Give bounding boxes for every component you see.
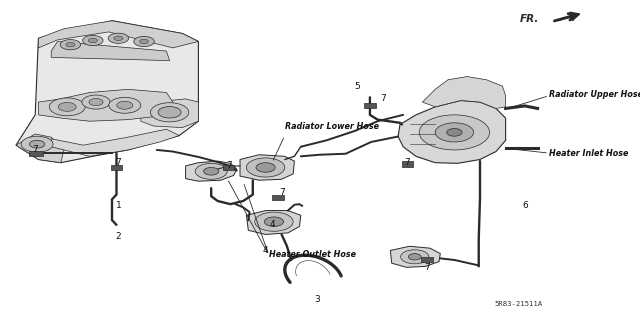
Circle shape	[256, 163, 275, 172]
Circle shape	[58, 102, 76, 111]
Bar	[29, 151, 43, 156]
Text: 5: 5	[355, 82, 360, 91]
Circle shape	[89, 99, 103, 106]
Text: 7: 7	[33, 145, 38, 154]
Circle shape	[29, 140, 45, 148]
Circle shape	[158, 107, 181, 118]
Text: 7: 7	[227, 161, 232, 170]
Circle shape	[134, 36, 154, 47]
Text: 2: 2	[116, 232, 121, 241]
Circle shape	[401, 250, 429, 264]
Circle shape	[66, 42, 75, 47]
Text: 7: 7	[425, 263, 430, 272]
Bar	[402, 161, 413, 167]
Circle shape	[109, 97, 141, 113]
Polygon shape	[38, 21, 198, 48]
Circle shape	[114, 36, 123, 41]
Text: 1: 1	[116, 201, 121, 210]
Circle shape	[21, 136, 53, 152]
Bar	[364, 103, 376, 108]
Text: 5R83-21511A: 5R83-21511A	[494, 301, 543, 307]
Circle shape	[419, 115, 490, 150]
Text: Heater Inlet Hose: Heater Inlet Hose	[549, 149, 628, 158]
Polygon shape	[51, 41, 170, 61]
Text: 7: 7	[116, 158, 121, 167]
Circle shape	[150, 103, 189, 122]
Circle shape	[435, 123, 474, 142]
Circle shape	[83, 35, 103, 46]
Circle shape	[204, 167, 219, 175]
Text: 4: 4	[263, 246, 268, 255]
Circle shape	[140, 39, 148, 44]
Text: 7: 7	[380, 94, 385, 103]
Circle shape	[88, 38, 97, 43]
Circle shape	[408, 254, 421, 260]
Polygon shape	[240, 155, 294, 180]
Text: Radiator Upper Hose: Radiator Upper Hose	[549, 90, 640, 99]
Circle shape	[82, 95, 110, 109]
Polygon shape	[141, 99, 198, 128]
Text: Radiator Lower Hose: Radiator Lower Hose	[285, 122, 379, 131]
Text: 4: 4	[269, 220, 275, 229]
Text: 7: 7	[404, 158, 410, 167]
Polygon shape	[16, 21, 198, 163]
Polygon shape	[51, 129, 179, 156]
Circle shape	[117, 101, 133, 109]
Polygon shape	[398, 100, 506, 163]
Bar	[272, 195, 284, 200]
Bar	[223, 165, 234, 170]
Circle shape	[60, 40, 81, 50]
Text: 3: 3	[314, 295, 319, 304]
Text: FR.: FR.	[520, 14, 539, 24]
Circle shape	[447, 129, 462, 136]
Circle shape	[255, 212, 293, 231]
Polygon shape	[422, 77, 506, 108]
Text: Heater Outlet Hose: Heater Outlet Hose	[269, 250, 356, 259]
Text: 7: 7	[279, 189, 284, 197]
Circle shape	[195, 163, 227, 179]
Circle shape	[264, 217, 284, 226]
Polygon shape	[246, 211, 301, 234]
Circle shape	[108, 33, 129, 43]
Bar	[111, 165, 122, 170]
Circle shape	[49, 98, 85, 116]
Polygon shape	[16, 134, 64, 163]
Polygon shape	[390, 246, 440, 267]
Polygon shape	[38, 89, 173, 121]
Text: 6: 6	[522, 201, 527, 210]
Circle shape	[246, 158, 285, 177]
Polygon shape	[186, 161, 237, 181]
Bar	[421, 257, 433, 262]
